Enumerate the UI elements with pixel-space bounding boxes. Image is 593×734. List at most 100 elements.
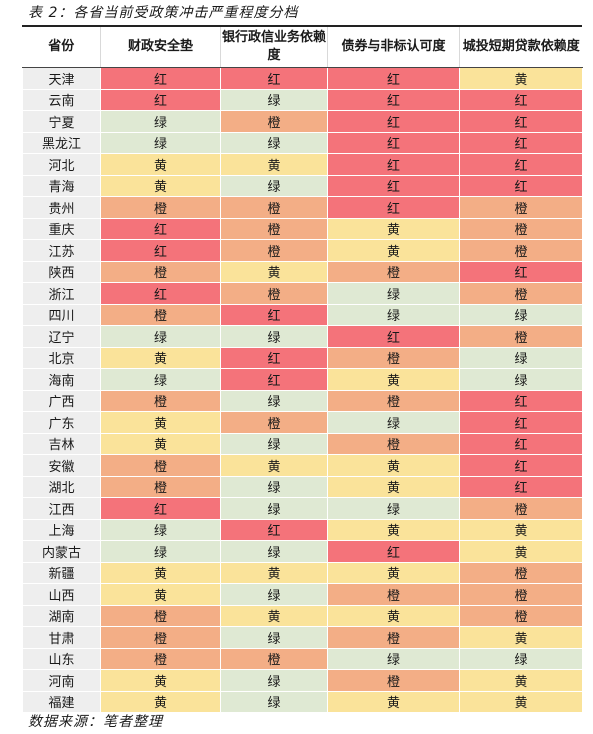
province-cell: 北京: [22, 346, 101, 369]
province-cell: 吉林: [22, 432, 101, 455]
fiscal-buffer-cell: 红: [100, 88, 221, 111]
table-row: 浙江红橙绿橙: [22, 282, 583, 305]
short-loan-cell: 橙: [459, 282, 583, 305]
bond-recognition-cell: 黄: [327, 368, 460, 391]
table-row: 青海黄绿红红: [22, 174, 583, 197]
short-loan-cell: 红: [459, 411, 583, 434]
province-cell: 广西: [22, 389, 101, 412]
bank-dependence-cell: 红: [220, 368, 328, 391]
fiscal-buffer-cell: 黄: [100, 411, 221, 434]
table-row: 北京黄红橙绿: [22, 346, 583, 369]
province-cell: 广东: [22, 411, 101, 434]
table-row: 海南绿红黄绿: [22, 368, 583, 391]
bond-recognition-cell: 黄: [327, 690, 460, 713]
province-cell: 湖南: [22, 604, 101, 627]
province-cell: 内蒙古: [22, 540, 101, 563]
bank-dependence-cell: 黄: [220, 153, 328, 176]
bond-recognition-cell: 橙: [327, 432, 460, 455]
fiscal-buffer-cell: 红: [100, 67, 221, 90]
header-bank-gov-credit-dependence: 银行政信业务依赖度: [220, 27, 328, 68]
province-cell: 辽宁: [22, 325, 101, 348]
fiscal-buffer-cell: 黄: [100, 346, 221, 369]
short-loan-cell: 黄: [459, 518, 583, 541]
bond-recognition-cell: 黄: [327, 454, 460, 477]
table-caption: 表 2：各省当前受政策冲击严重程度分档: [28, 5, 299, 21]
bank-dependence-cell: 橙: [220, 239, 328, 262]
fiscal-buffer-cell: 绿: [100, 540, 221, 563]
province-cell: 贵州: [22, 196, 101, 219]
table-row: 云南红绿红红: [22, 88, 583, 111]
table-row: 贵州橙橙红橙: [22, 196, 583, 219]
table-row: 安徽橙黄黄红: [22, 454, 583, 477]
bank-dependence-cell: 橙: [220, 196, 328, 219]
province-cell: 安徽: [22, 454, 101, 477]
table-row: 湖南橙黄黄橙: [22, 604, 583, 627]
table-row: 宁夏绿橙红红: [22, 110, 583, 133]
short-loan-cell: 黄: [459, 669, 583, 692]
short-loan-cell: 橙: [459, 583, 583, 606]
fiscal-buffer-cell: 绿: [100, 110, 221, 133]
province-cell: 青海: [22, 174, 101, 197]
short-loan-cell: 红: [459, 432, 583, 455]
fiscal-buffer-cell: 橙: [100, 196, 221, 219]
bond-recognition-cell: 红: [327, 174, 460, 197]
bond-recognition-cell: 橙: [327, 626, 460, 649]
bond-recognition-cell: 红: [327, 325, 460, 348]
province-cell: 山东: [22, 647, 101, 670]
header-province: 省份: [22, 27, 101, 68]
header-bond-nonstandard-recognition: 债券与非标认可度: [327, 27, 460, 68]
province-severity-table: 省份 财政安全垫 银行政信业务依赖度 债券与非标认可度 城投短期贷款依赖度 天津…: [22, 27, 583, 713]
bank-dependence-cell: 黄: [220, 561, 328, 584]
bank-dependence-cell: 绿: [220, 174, 328, 197]
province-cell: 上海: [22, 518, 101, 541]
short-loan-cell: 红: [459, 110, 583, 133]
table-row: 黑龙江绿绿红红: [22, 131, 583, 154]
table-row: 湖北橙绿黄红: [22, 475, 583, 498]
fiscal-buffer-cell: 红: [100, 282, 221, 305]
bank-dependence-cell: 红: [220, 67, 328, 90]
bond-recognition-cell: 红: [327, 196, 460, 219]
fiscal-buffer-cell: 黄: [100, 561, 221, 584]
bank-dependence-cell: 绿: [220, 497, 328, 520]
bank-dependence-cell: 橙: [220, 282, 328, 305]
short-loan-cell: 红: [459, 454, 583, 477]
table-row: 重庆红橙黄橙: [22, 217, 583, 240]
fiscal-buffer-cell: 黄: [100, 669, 221, 692]
table-row: 上海绿红黄黄: [22, 518, 583, 541]
table-body: 天津红红红黄云南红绿红红宁夏绿橙红红黑龙江绿绿红红河北黄黄红红青海黄绿红红贵州橙…: [22, 67, 583, 713]
bank-dependence-cell: 绿: [220, 626, 328, 649]
table-row: 陕西橙黄橙红: [22, 260, 583, 283]
fiscal-buffer-cell: 绿: [100, 325, 221, 348]
table-row: 福建黄绿黄黄: [22, 690, 583, 713]
fiscal-buffer-cell: 橙: [100, 303, 221, 326]
fiscal-buffer-cell: 黄: [100, 583, 221, 606]
short-loan-cell: 黄: [459, 690, 583, 713]
short-loan-cell: 绿: [459, 303, 583, 326]
province-cell: 宁夏: [22, 110, 101, 133]
short-loan-cell: 红: [459, 260, 583, 283]
province-cell: 重庆: [22, 217, 101, 240]
table-row: 广东黄橙绿红: [22, 411, 583, 434]
bond-recognition-cell: 绿: [327, 282, 460, 305]
short-loan-cell: 橙: [459, 217, 583, 240]
table-row: 江西红绿绿橙: [22, 497, 583, 520]
bond-recognition-cell: 绿: [327, 303, 460, 326]
short-loan-cell: 橙: [459, 196, 583, 219]
fiscal-buffer-cell: 橙: [100, 454, 221, 477]
bond-recognition-cell: 橙: [327, 346, 460, 369]
bond-recognition-cell: 红: [327, 131, 460, 154]
bond-recognition-cell: 黄: [327, 561, 460, 584]
table-top-rule: [22, 25, 582, 27]
bank-dependence-cell: 绿: [220, 690, 328, 713]
bond-recognition-cell: 黄: [327, 475, 460, 498]
bond-recognition-cell: 黄: [327, 239, 460, 262]
bank-dependence-cell: 绿: [220, 88, 328, 111]
header-lgfv-short-loan-dependence: 城投短期贷款依赖度: [459, 27, 583, 68]
fiscal-buffer-cell: 红: [100, 497, 221, 520]
fiscal-buffer-cell: 黄: [100, 690, 221, 713]
bank-dependence-cell: 橙: [220, 110, 328, 133]
short-loan-cell: 红: [459, 153, 583, 176]
table-row: 新疆黄黄黄橙: [22, 561, 583, 584]
data-source-note: 数据来源：笔者整理: [28, 714, 163, 730]
short-loan-cell: 黄: [459, 540, 583, 563]
